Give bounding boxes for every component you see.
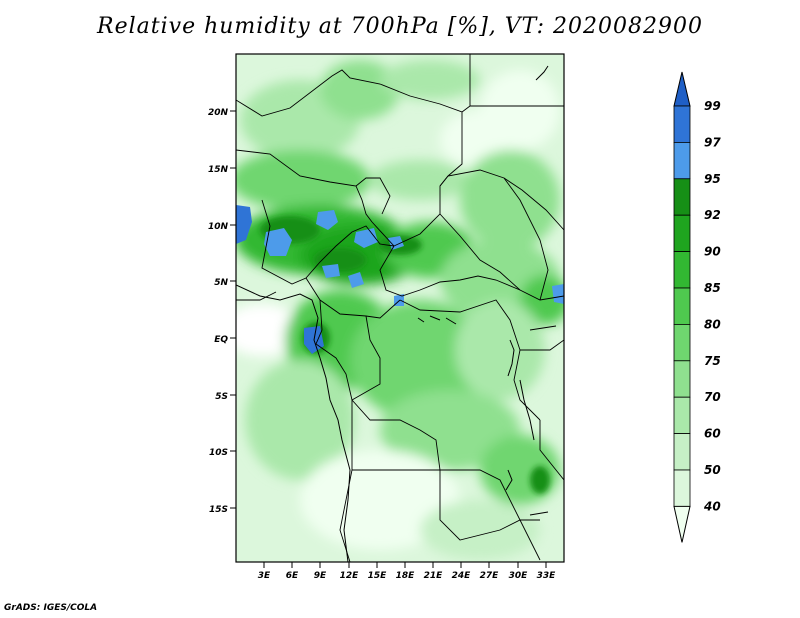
colorbar-label: 60 bbox=[704, 427, 721, 441]
colorbar-bottom-triangle bbox=[673, 505, 691, 543]
colorbar-segment bbox=[673, 105, 691, 143]
colorbar-segment bbox=[673, 469, 691, 507]
lon-label-27e: 27E bbox=[480, 571, 500, 581]
lat-label-10s: 10S bbox=[209, 448, 228, 458]
colorbar-segment bbox=[673, 396, 691, 435]
lon-labels: 3E 6E 9E 12E 15E 18E 21E 24E 27E 30E 33E bbox=[258, 571, 556, 581]
colorbar-label: 92 bbox=[704, 208, 721, 222]
map-frame bbox=[235, 53, 565, 563]
lat-label-15s: 15S bbox=[209, 505, 228, 515]
lat-label-20n: 20N bbox=[208, 108, 229, 118]
colorbar-top-triangle bbox=[673, 71, 691, 107]
colorbar-label: 85 bbox=[704, 281, 721, 295]
colorbar-segment bbox=[673, 141, 691, 180]
country-borders bbox=[236, 54, 564, 562]
lat-label-15n: 15N bbox=[208, 165, 229, 175]
lat-label-10n: 10N bbox=[208, 222, 229, 232]
colorbar-label: 99 bbox=[704, 99, 721, 113]
lon-label-12e: 12E bbox=[340, 571, 360, 581]
colorbar-segment bbox=[673, 214, 691, 252]
lon-label-9e: 9E bbox=[314, 571, 327, 581]
map-title: Relative humidity at 700hPa [%], VT: 202… bbox=[97, 14, 703, 39]
colorbar-label: 50 bbox=[704, 463, 721, 477]
humidity-field bbox=[236, 54, 564, 562]
colorbar-segment bbox=[673, 251, 691, 289]
colorbar-segment bbox=[673, 433, 691, 471]
lat-label-5s: 5S bbox=[215, 392, 228, 402]
lat-labels: 20N 15N 10N 5N EQ 5S 10S 15S bbox=[208, 108, 229, 515]
lon-label-3e: 3E bbox=[258, 571, 271, 581]
lon-label-33e: 33E bbox=[537, 571, 557, 581]
lat-label-5n: 5N bbox=[214, 278, 228, 288]
grads-credit: GrADS: IGES/COLA bbox=[4, 603, 98, 613]
lat-label-eq: EQ bbox=[214, 335, 228, 345]
axis-ticks bbox=[230, 110, 547, 568]
colorbar-label: 70 bbox=[704, 390, 721, 404]
colorbar-segment bbox=[673, 287, 691, 325]
colorbar-label: 80 bbox=[704, 317, 721, 331]
lon-label-21e: 21E bbox=[424, 571, 444, 581]
lon-label-30e: 30E bbox=[509, 571, 529, 581]
colorbar-label: 97 bbox=[704, 135, 721, 149]
colorbar-label: 90 bbox=[704, 245, 721, 259]
colorbar-segment bbox=[673, 178, 691, 216]
lon-label-6e: 6E bbox=[286, 571, 299, 581]
colorbar: 40 50 60 70 75 80 85 90 92 95 97 99 bbox=[673, 71, 721, 543]
colorbar-label: 40 bbox=[703, 499, 721, 513]
colorbar-label: 95 bbox=[704, 172, 721, 186]
lon-label-24e: 24E bbox=[452, 571, 472, 581]
lon-label-15e: 15E bbox=[368, 571, 388, 581]
colorbar-label: 75 bbox=[704, 354, 721, 368]
lon-label-18e: 18E bbox=[396, 571, 416, 581]
coastlines bbox=[236, 65, 549, 562]
colorbar-segment bbox=[673, 360, 691, 398]
colorbar-segment bbox=[673, 323, 691, 362]
